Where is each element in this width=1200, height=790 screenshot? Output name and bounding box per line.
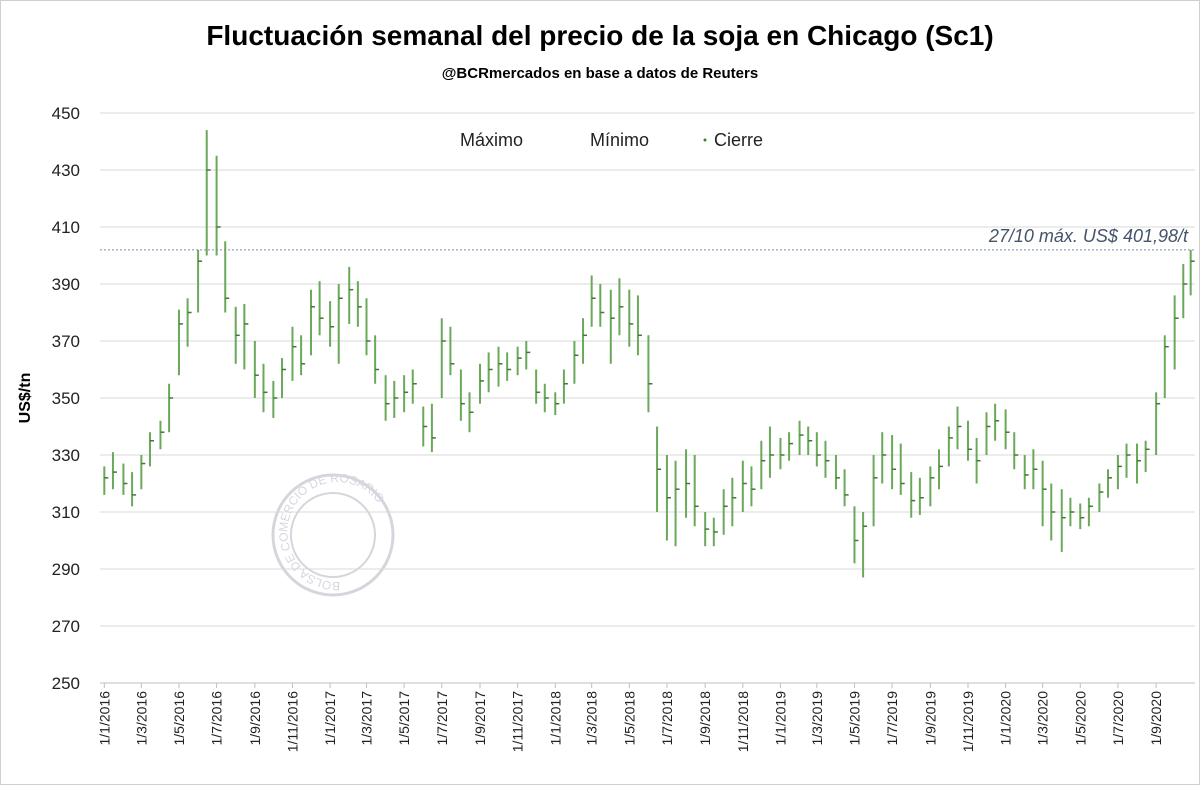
y-tick-label: 250 xyxy=(52,674,80,693)
legend-label: Máximo xyxy=(460,130,523,150)
chart-title: Fluctuación semanal del precio de la soj… xyxy=(206,20,993,51)
legend-marker xyxy=(703,138,707,142)
x-tick-label: 1/7/2020 xyxy=(1110,691,1126,746)
x-tick-label: 1/1/2019 xyxy=(772,691,788,746)
x-tick-label: 1/1/2016 xyxy=(96,691,112,746)
y-tick-label: 290 xyxy=(52,560,80,579)
x-tick-label: 1/1/2020 xyxy=(998,691,1014,746)
x-tick-label: 1/7/2019 xyxy=(884,691,900,746)
x-tick-label: 1/1/2018 xyxy=(547,691,563,746)
seal-ring xyxy=(290,492,376,578)
x-tick-label: 1/9/2018 xyxy=(697,691,713,746)
y-tick-label: 270 xyxy=(52,617,80,636)
bars xyxy=(103,130,1195,578)
x-tick-label: 1/3/2016 xyxy=(133,691,149,746)
x-tick-label: 1/5/2019 xyxy=(846,691,862,746)
x-tick-label: 1/3/2019 xyxy=(809,691,825,746)
x-tick-label: 1/9/2016 xyxy=(247,691,263,746)
x-tick-label: 1/7/2016 xyxy=(209,691,225,746)
x-tick-label: 1/7/2017 xyxy=(434,691,450,746)
y-tick-label: 350 xyxy=(52,389,80,408)
legend-label: Cierre xyxy=(714,130,763,150)
y-tick-label: 430 xyxy=(52,161,80,180)
x-tick-label: 1/3/2020 xyxy=(1035,691,1051,746)
x-tick-label: 1/11/2016 xyxy=(284,691,300,752)
annotation: 27/10 máx. US$ 401,98/t xyxy=(988,226,1189,246)
y-tick-label: 370 xyxy=(52,332,80,351)
seal-ring xyxy=(271,473,395,597)
x-tick-label: 1/11/2019 xyxy=(960,691,976,752)
x-tick-label: 1/9/2020 xyxy=(1148,691,1164,746)
y-tick-label: 330 xyxy=(52,446,80,465)
x-tick-label: 1/5/2018 xyxy=(621,691,637,746)
x-tick-label: 1/9/2017 xyxy=(472,691,488,746)
x-tick-label: 1/5/2016 xyxy=(171,691,187,746)
x-tick-label: 1/5/2020 xyxy=(1072,691,1088,746)
x-tick-label: 1/1/2017 xyxy=(322,691,338,746)
y-axis-label: US$/tn xyxy=(17,373,34,424)
x-tick-label: 1/3/2017 xyxy=(359,691,375,746)
y-tick-label: 410 xyxy=(52,218,80,237)
x-tick-label: 1/7/2018 xyxy=(659,691,675,746)
chart-subtitle: @BCRmercados en base a datos de Reuters xyxy=(442,65,758,82)
y-tick-label: 450 xyxy=(52,104,80,123)
x-tick-label: 1/9/2019 xyxy=(922,691,938,746)
legend-label: Mínimo xyxy=(590,130,649,150)
x-tick-label: 1/11/2018 xyxy=(735,691,751,752)
x-tick-label: 1/5/2017 xyxy=(396,691,412,746)
y-tick-label: 390 xyxy=(52,275,80,294)
y-tick-label: 310 xyxy=(52,503,80,522)
x-tick-label: 1/3/2018 xyxy=(584,691,600,746)
x-tick-label: 1/11/2017 xyxy=(510,691,526,752)
